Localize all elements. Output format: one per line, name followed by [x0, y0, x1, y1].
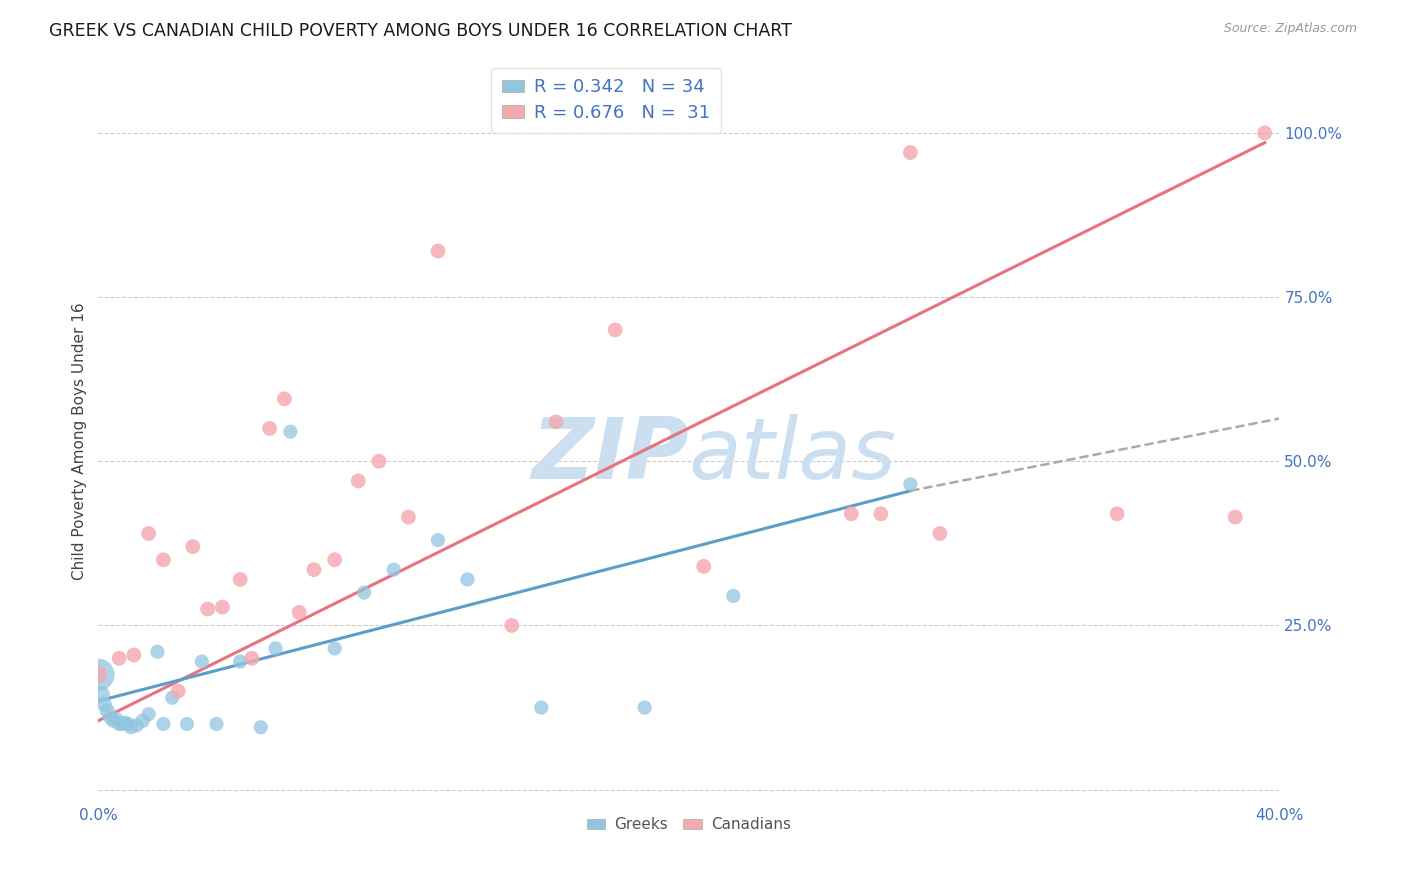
Point [117, 717, 139, 731]
Point [427, 244, 450, 258]
Point [87, 667, 110, 681]
Point [191, 655, 214, 669]
Legend: Greeks, Canadians: Greeks, Canadians [581, 812, 797, 838]
Point [108, 717, 131, 731]
Point [264, 641, 287, 656]
Point [176, 717, 198, 731]
Point [1254, 126, 1277, 140]
Point [87, 667, 110, 681]
Point [382, 563, 405, 577]
Text: Source: ZipAtlas.com: Source: ZipAtlas.com [1223, 22, 1357, 36]
Point [152, 553, 174, 567]
Point [229, 655, 252, 669]
Point [93, 698, 115, 712]
Point [211, 600, 233, 615]
Point [501, 618, 523, 632]
Point [323, 553, 346, 567]
Point [323, 641, 346, 656]
Point [273, 392, 295, 406]
Point [723, 589, 745, 603]
Point [90, 687, 112, 701]
Point [353, 585, 375, 599]
Point [152, 717, 174, 731]
Point [98, 710, 121, 724]
Point [181, 540, 204, 554]
Point [114, 715, 136, 730]
Point [111, 717, 134, 731]
Point [108, 651, 131, 665]
Point [347, 474, 370, 488]
Point [138, 526, 160, 541]
Point [120, 720, 142, 734]
Point [929, 526, 952, 541]
Point [302, 563, 325, 577]
Point [103, 714, 125, 728]
Point [259, 421, 281, 435]
Point [105, 712, 128, 726]
Point [530, 700, 553, 714]
Point [1225, 510, 1247, 524]
Point [693, 559, 716, 574]
Point [288, 605, 311, 619]
Point [229, 573, 252, 587]
Text: atlas: atlas [689, 415, 897, 498]
Point [605, 323, 627, 337]
Point [197, 602, 219, 616]
Point [900, 145, 922, 160]
Point [427, 533, 450, 547]
Text: GREEK VS CANADIAN CHILD POVERTY AMONG BOYS UNDER 16 CORRELATION CHART: GREEK VS CANADIAN CHILD POVERTY AMONG BO… [49, 22, 792, 40]
Point [870, 507, 893, 521]
Point [457, 573, 479, 587]
Point [841, 507, 863, 521]
Point [280, 425, 302, 439]
Point [368, 454, 391, 468]
Point [132, 714, 155, 728]
Y-axis label: Child Poverty Among Boys Under 16: Child Poverty Among Boys Under 16 [72, 302, 87, 581]
Point [146, 645, 169, 659]
Point [546, 415, 568, 429]
Point [96, 704, 118, 718]
Point [122, 648, 145, 662]
Text: ZIP: ZIP [531, 415, 689, 498]
Point [205, 717, 228, 731]
Point [398, 510, 420, 524]
Point [138, 707, 160, 722]
Point [1107, 507, 1129, 521]
Point [900, 477, 922, 491]
Point [167, 684, 190, 698]
Point [125, 718, 148, 732]
Point [250, 720, 273, 734]
Point [162, 690, 183, 705]
Point [634, 700, 657, 714]
Point [240, 651, 263, 665]
